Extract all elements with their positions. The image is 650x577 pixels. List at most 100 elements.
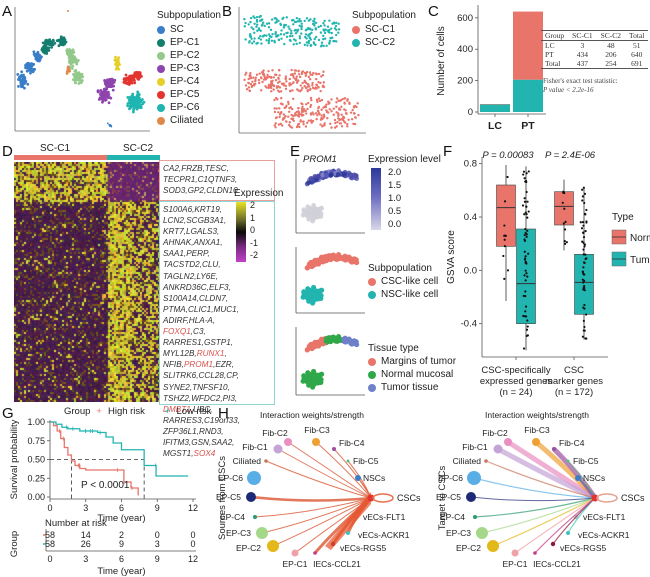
cell-point xyxy=(305,204,311,210)
cell-point xyxy=(323,37,327,40)
jitter-point xyxy=(583,307,586,310)
cell-point xyxy=(332,107,335,110)
y-tick-label: 0.00 xyxy=(27,492,45,502)
cell-point xyxy=(295,110,298,114)
cell-point xyxy=(306,101,310,105)
cell-point xyxy=(325,44,328,48)
cell-point xyxy=(38,57,42,61)
cell-point xyxy=(286,100,290,104)
table-cell: 3 xyxy=(580,41,585,50)
interaction-edge xyxy=(481,497,596,534)
jitter-point xyxy=(525,233,528,236)
interaction-edge xyxy=(261,497,372,534)
cell-point xyxy=(354,116,357,119)
risk-x-tick-label: 9 xyxy=(155,554,160,564)
legend-label: EP-C2 xyxy=(170,50,200,61)
jitter-point xyxy=(524,211,527,214)
cell-point xyxy=(142,100,146,104)
cell-point xyxy=(298,125,301,129)
cell-point xyxy=(330,27,333,30)
legend-swatch xyxy=(368,383,376,392)
cell-point xyxy=(254,76,258,79)
cell-point xyxy=(314,77,318,81)
cell-point xyxy=(346,122,349,126)
cell-point xyxy=(19,74,23,78)
cell-point xyxy=(262,73,265,76)
cell-point xyxy=(304,33,308,36)
cell-point xyxy=(323,19,326,23)
cell-point xyxy=(277,38,281,41)
cell-point xyxy=(74,57,78,61)
node-fib-c4 xyxy=(552,447,556,451)
cell-point xyxy=(111,88,115,92)
cell-point xyxy=(300,294,306,300)
y-axis-label: Sources from CSCs xyxy=(217,456,228,540)
jitter-point xyxy=(583,286,586,290)
cell-point xyxy=(315,257,321,263)
cell-point xyxy=(334,33,338,37)
cell-point xyxy=(328,31,331,34)
cell-point xyxy=(274,122,277,125)
cell-point xyxy=(343,108,346,111)
cell-point xyxy=(126,104,129,108)
jitter-point xyxy=(561,201,564,204)
sources-from-cscs-network: Sources from CSCs Fib-C2 Fib-C3 Fib-C1 Fib-C… xyxy=(216,425,421,569)
expression-legend-title: Expression xyxy=(234,188,284,199)
cell-point xyxy=(300,107,304,111)
legend-swatch xyxy=(368,357,376,366)
jitter-point xyxy=(525,334,528,338)
legend-label: EP-C3 xyxy=(170,63,200,74)
cell-point xyxy=(329,122,332,126)
cell-point xyxy=(337,113,340,116)
panel-g-letter: G xyxy=(2,405,14,422)
cell-point xyxy=(29,71,32,75)
cell-point xyxy=(315,117,318,121)
gene-list-line: LCN2,SCGB3A1, xyxy=(163,215,271,226)
cell-point xyxy=(339,98,343,102)
cell-point xyxy=(70,67,74,70)
cell-point xyxy=(298,41,301,45)
jitter-point xyxy=(525,328,529,331)
panel-f-boxplot: -0.4 0.0 0.4 0.8 GSVA score P = 0.00083 CSC-sp… xyxy=(446,150,650,398)
cell-point xyxy=(292,81,295,84)
cell-point xyxy=(303,79,306,83)
jitter-point xyxy=(584,213,587,216)
cell-point xyxy=(346,125,349,128)
interaction-edge xyxy=(287,441,372,499)
cell-point xyxy=(295,77,298,81)
gene-list-line: TECPR1,C1QTNF3, xyxy=(163,175,238,185)
cell-point xyxy=(288,34,292,38)
cell-point xyxy=(258,72,261,75)
node-label: EP-C1 xyxy=(502,559,527,569)
jitter-point xyxy=(527,170,530,173)
cell-point xyxy=(255,42,258,45)
cell-point xyxy=(304,125,308,128)
gene-name: SAA1,PERP, xyxy=(163,249,210,259)
cell-point xyxy=(284,87,288,91)
cell-point xyxy=(320,172,326,178)
jitter-point xyxy=(582,248,585,251)
node-ep-c6 xyxy=(247,471,261,485)
cell-point xyxy=(353,173,359,179)
cell-point xyxy=(245,71,248,75)
node-label: vECs-FLT1 xyxy=(583,512,626,522)
cell-point xyxy=(324,105,328,109)
gene-name: ADIRF,HLA-A, xyxy=(163,315,216,325)
legend-swatch xyxy=(157,51,165,60)
cell-point xyxy=(330,110,333,113)
cell-point xyxy=(26,82,30,86)
legend-item: EP-C1 xyxy=(157,36,221,49)
cell-point xyxy=(311,284,317,291)
group-bar-sc-c2 xyxy=(107,155,160,160)
jitter-point xyxy=(524,279,527,282)
jitter-point xyxy=(526,200,529,203)
cell-point xyxy=(320,114,323,117)
cell-point xyxy=(103,82,107,85)
jitter-point xyxy=(563,207,566,210)
gene-name: KRT7,LGALS3, xyxy=(163,227,220,237)
node-ep-c3 xyxy=(476,527,488,539)
cell-point xyxy=(75,62,79,66)
cell-point xyxy=(66,65,70,69)
cell-point xyxy=(270,90,273,93)
jitter-point xyxy=(584,230,587,233)
